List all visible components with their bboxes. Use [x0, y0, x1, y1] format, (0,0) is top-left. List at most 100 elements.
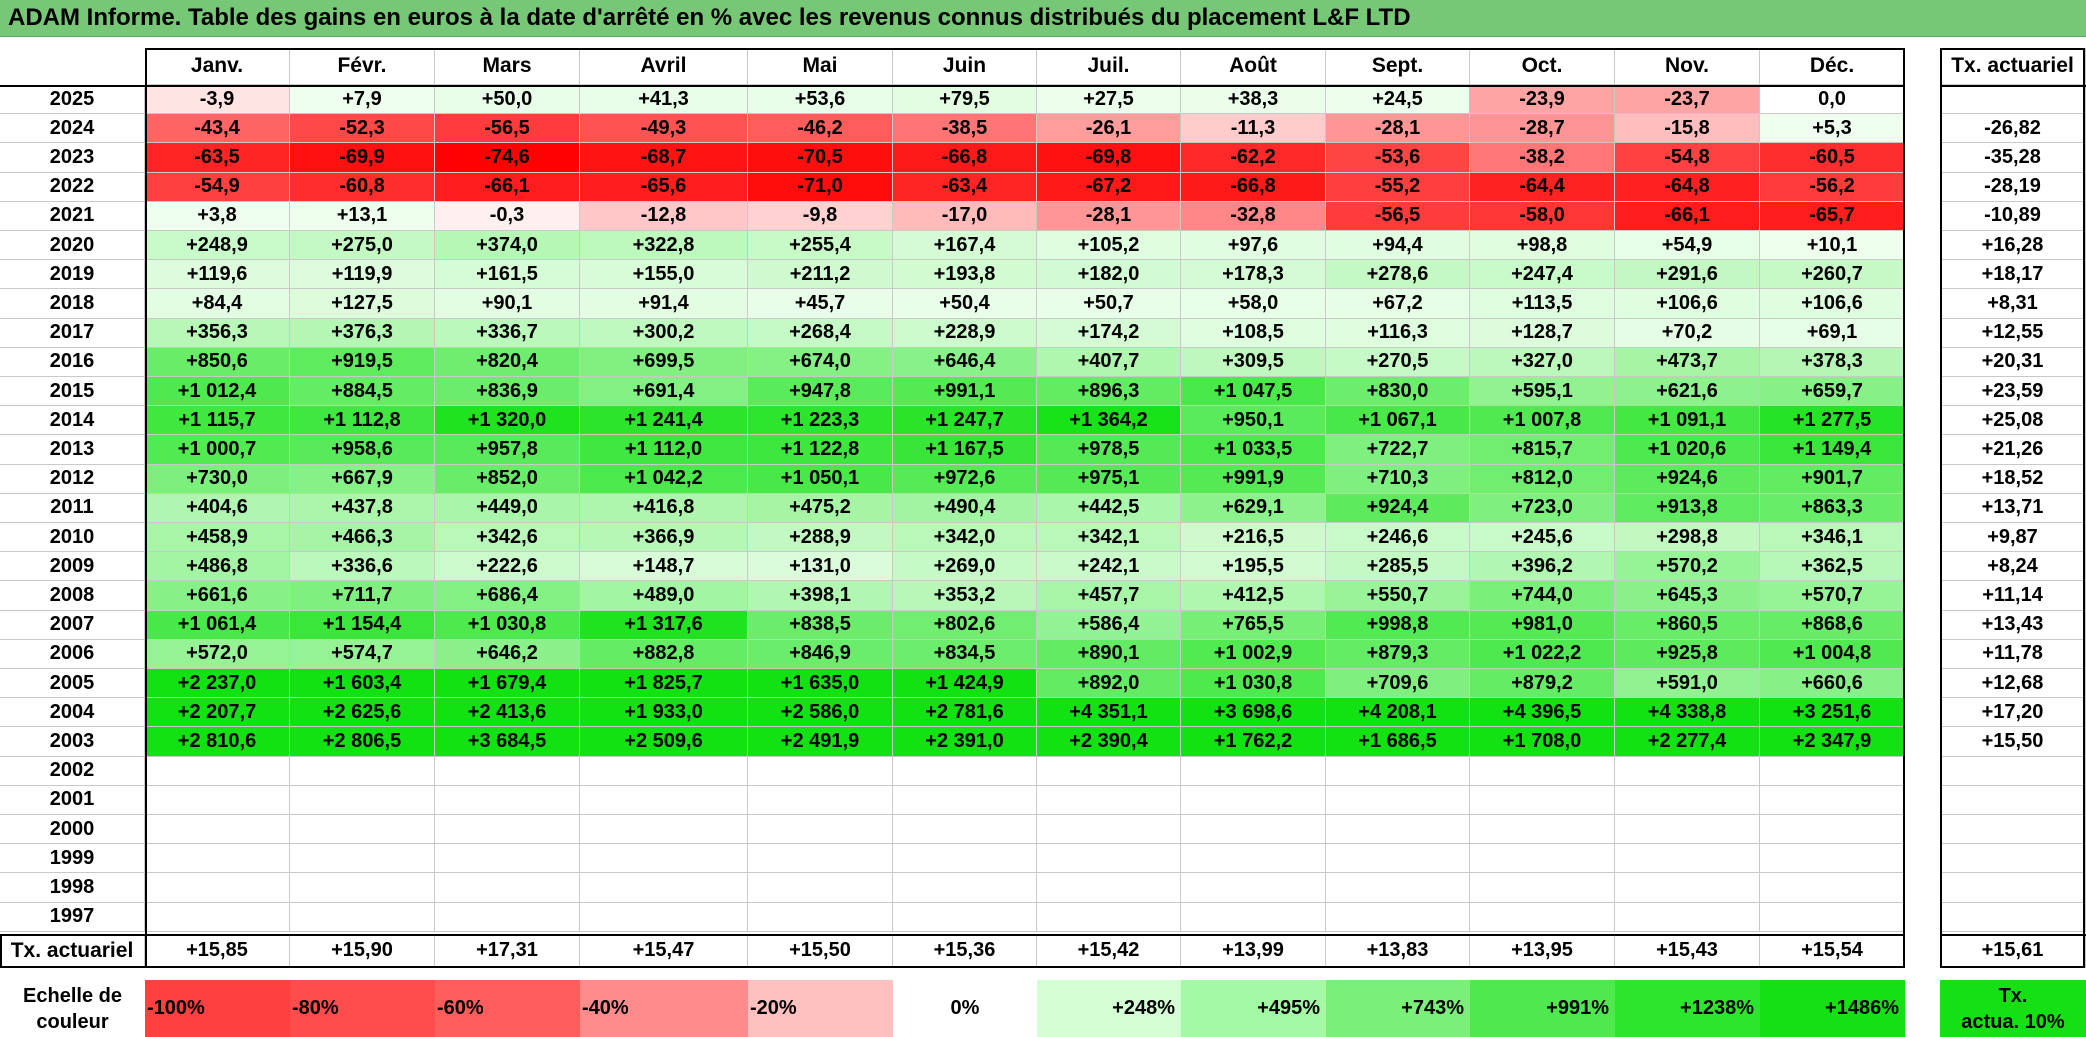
table-cell	[893, 756, 1037, 786]
year-label: 2015	[0, 377, 145, 407]
table-cell	[290, 785, 435, 815]
table-cell: -56,5	[435, 114, 580, 144]
table-cell: +119,6	[145, 260, 290, 290]
table-cell	[145, 844, 290, 874]
year-label: 2003	[0, 727, 145, 757]
table-cell: -54,8	[1615, 143, 1760, 173]
table-cell: +228,9	[893, 318, 1037, 348]
scale-swatch: +1486%	[1760, 980, 1905, 1037]
table-cell: +10,1	[1760, 231, 1905, 261]
table-cell: +882,8	[580, 639, 748, 669]
table-cell	[580, 844, 748, 874]
table-cell: +174,2	[1037, 318, 1181, 348]
table-cell: +255,4	[748, 231, 893, 261]
month-header: Févr.	[290, 48, 435, 85]
table-cell: +269,0	[893, 552, 1037, 582]
annual-rate-cell	[1940, 85, 2086, 115]
table-cell: +182,0	[1037, 260, 1181, 290]
table-cell: -28,1	[1326, 114, 1470, 144]
table-cell: +646,2	[435, 639, 580, 669]
table-cell: +366,9	[580, 523, 748, 553]
table-cell: +667,9	[290, 464, 435, 494]
footer-cell: +15,43	[1615, 934, 1760, 968]
table-cell: -63,4	[893, 172, 1037, 202]
table-cell: +2 509,6	[580, 727, 748, 757]
table-cell: +884,5	[290, 377, 435, 407]
table-cell: +50,4	[893, 289, 1037, 319]
table-cell: +1 933,0	[580, 698, 748, 728]
annual-rate-cell: +8,31	[1940, 289, 2086, 319]
table-cell: +981,0	[1470, 610, 1615, 640]
table-cell: +846,9	[748, 639, 893, 669]
month-header: Août	[1181, 48, 1326, 85]
table-cell: +416,8	[580, 493, 748, 523]
table-cell: -38,2	[1470, 143, 1615, 173]
table-cell: -64,4	[1470, 172, 1615, 202]
table-cell: +178,3	[1181, 260, 1326, 290]
table-cell: +621,6	[1615, 377, 1760, 407]
table-cell: +711,7	[290, 581, 435, 611]
table-cell: -3,9	[145, 85, 290, 115]
table-cell: -69,8	[1037, 143, 1181, 173]
table-cell: -28,1	[1037, 201, 1181, 231]
table-cell: +90,1	[435, 289, 580, 319]
scale-annual-swatch: Tx. actua. 10%	[1940, 980, 2086, 1037]
table-cell: +1 364,2	[1037, 406, 1181, 436]
table-cell	[290, 844, 435, 874]
table-cell	[1181, 844, 1326, 874]
table-cell: +288,9	[748, 523, 893, 553]
table-cell: -71,0	[748, 172, 893, 202]
table-cell	[893, 873, 1037, 903]
annual-rate-cell: +18,17	[1940, 260, 2086, 290]
table-cell: +1 762,2	[1181, 727, 1326, 757]
report-title: ADAM Informe. Table des gains en euros à…	[0, 0, 2086, 37]
table-cell: +570,2	[1615, 552, 1760, 582]
annual-rate-cell: +11,14	[1940, 581, 2086, 611]
table-cell: +69,1	[1760, 318, 1905, 348]
table-cell: +300,2	[580, 318, 748, 348]
table-cell: -69,9	[290, 143, 435, 173]
table-cell: +1 002,9	[1181, 639, 1326, 669]
table-cell: +574,7	[290, 639, 435, 669]
scale-swatch: +495%	[1181, 980, 1326, 1037]
footer-cell: +13,95	[1470, 934, 1615, 968]
annual-rate-cell: -35,28	[1940, 143, 2086, 173]
table-cell	[290, 902, 435, 932]
table-cell: +247,4	[1470, 260, 1615, 290]
year-label: 2016	[0, 347, 145, 377]
table-cell	[580, 756, 748, 786]
scale-swatch: +248%	[1037, 980, 1181, 1037]
table-cell: +98,8	[1470, 231, 1615, 261]
table-cell: +972,6	[893, 464, 1037, 494]
table-cell: +1 167,5	[893, 435, 1037, 465]
table-cell: -64,8	[1615, 172, 1760, 202]
table-cell: +991,9	[1181, 464, 1326, 494]
year-label: 2001	[0, 785, 145, 815]
table-cell: -23,9	[1470, 85, 1615, 115]
table-cell: +449,0	[435, 493, 580, 523]
table-cell	[1760, 815, 1905, 845]
table-cell: +106,6	[1615, 289, 1760, 319]
table-cell: +4 208,1	[1326, 698, 1470, 728]
table-cell: -66,1	[1615, 201, 1760, 231]
table-cell: +404,6	[145, 493, 290, 523]
table-cell	[893, 902, 1037, 932]
table-cell: -43,4	[145, 114, 290, 144]
footer-cell: +15,36	[893, 934, 1037, 968]
year-label: 2017	[0, 318, 145, 348]
table-cell: +1 030,8	[1181, 669, 1326, 699]
annual-rate-cell: +17,20	[1940, 698, 2086, 728]
table-cell: -12,8	[580, 201, 748, 231]
table-cell: +2 237,0	[145, 669, 290, 699]
table-cell: +1 112,0	[580, 435, 748, 465]
table-cell: +13,1	[290, 201, 435, 231]
table-cell: +298,8	[1615, 523, 1760, 553]
table-cell	[1760, 785, 1905, 815]
table-cell: -60,5	[1760, 143, 1905, 173]
table-cell: +820,4	[435, 347, 580, 377]
table-cell: +3 684,5	[435, 727, 580, 757]
table-cell	[435, 902, 580, 932]
table-cell: +275,0	[290, 231, 435, 261]
table-cell: +957,8	[435, 435, 580, 465]
table-cell: +246,6	[1326, 523, 1470, 553]
